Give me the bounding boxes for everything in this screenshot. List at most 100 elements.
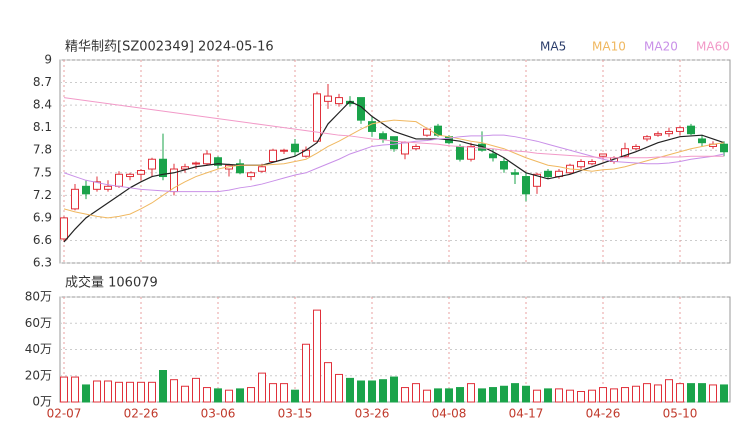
candle-body (71, 188, 79, 210)
candle-body (577, 161, 585, 168)
volume-bar (137, 381, 145, 403)
candle-body (269, 149, 277, 163)
candle-body (588, 161, 596, 165)
volume-bar (489, 387, 497, 403)
volume-bar (632, 385, 640, 403)
candle-body (665, 130, 673, 135)
candle-body (698, 138, 706, 144)
volume-bar (71, 376, 79, 403)
volume-bar (467, 383, 475, 403)
y-tick-label: 6.9 (33, 210, 52, 224)
candle-body (500, 161, 508, 170)
legend-label: MA5 (540, 40, 566, 54)
volume-bar (302, 343, 310, 403)
ma-line (63, 97, 724, 159)
volume-bar (665, 379, 673, 403)
ma-line (63, 119, 725, 219)
volume-bar (687, 383, 695, 403)
candle-body (313, 93, 321, 142)
candle-body (533, 173, 541, 187)
candle-body (247, 172, 255, 178)
x-tick-label: 02-26 (124, 407, 159, 421)
candle-body (126, 173, 134, 178)
volume-bar (401, 387, 409, 403)
candle-body (544, 170, 552, 178)
y-tick-label: 8.7 (33, 75, 52, 89)
x-tick-label: 04-17 (509, 407, 544, 421)
x-tick-label: 03-26 (355, 407, 390, 421)
volume-bar (214, 388, 222, 403)
volume-bar (269, 383, 277, 403)
candle-body (511, 172, 519, 175)
volume-bar (181, 385, 189, 403)
candle-body (489, 153, 497, 159)
volume-bar (203, 387, 211, 403)
y-tick-label: 60万 (25, 316, 52, 330)
volume-bar (335, 373, 343, 403)
volume-bar (115, 381, 123, 403)
candle-body (621, 148, 629, 157)
y-tick-label: 7.2 (33, 188, 52, 202)
candle-body (379, 133, 387, 140)
y-tick-label: 7.8 (33, 143, 52, 157)
volume-bar (390, 376, 398, 403)
ma-line (63, 134, 725, 193)
volume-bar (379, 379, 387, 403)
volume-bar (445, 388, 453, 403)
volume-bar (709, 384, 717, 403)
candle-body (203, 153, 211, 165)
volume-bar (324, 362, 332, 403)
candle-body (115, 173, 123, 187)
candle-body (478, 143, 486, 151)
volume-bar (280, 383, 288, 403)
candle-body (522, 176, 530, 195)
y-tick-label: 20万 (25, 368, 52, 382)
volume-bar (170, 379, 178, 403)
volume-bar (346, 377, 354, 403)
x-tick-label: 03-15 (278, 407, 313, 421)
x-tick-label: 03-06 (201, 407, 236, 421)
candle-body (357, 97, 365, 121)
volume-bar (654, 384, 662, 403)
y-tick-label: 80万 (25, 290, 52, 304)
volume-bar (258, 372, 266, 403)
candle-body (676, 127, 684, 132)
volume-bar (500, 385, 508, 403)
y-tick-label: 6.3 (33, 256, 52, 270)
volume-bar (104, 380, 112, 403)
volume-bar (313, 309, 321, 403)
volume-bar (368, 380, 376, 403)
volume-bar (82, 384, 90, 403)
x-tick-label: 05-10 (663, 407, 698, 421)
volume-bar (93, 380, 101, 403)
chart-title: 精华制药[SZ002349] 2024-05-16 (65, 40, 274, 55)
candle-body (104, 185, 112, 190)
candle-body (192, 162, 200, 165)
x-tick-label: 04-26 (586, 407, 621, 421)
volume-bar (588, 389, 596, 403)
legend-label: MA10 (592, 40, 626, 54)
candle-body (159, 158, 167, 178)
volume-bar (511, 383, 519, 403)
candle-body (214, 157, 222, 166)
volume-bar (610, 388, 618, 403)
volume-bar (533, 389, 541, 403)
volume-bar (148, 381, 156, 403)
volume-bar (357, 380, 365, 403)
volume-bar (478, 388, 486, 403)
volume-bar (247, 387, 255, 403)
volume-bar (676, 383, 684, 403)
candle-body (82, 185, 90, 195)
candle-body (368, 121, 376, 132)
volume-bar (291, 389, 299, 403)
volume-bar (412, 383, 420, 403)
volume-bar (621, 387, 629, 403)
y-tick-label: 6.6 (33, 233, 52, 247)
candle-body (236, 163, 244, 174)
volume-bar (522, 385, 530, 403)
volume-bar (225, 389, 233, 403)
candle-body (467, 145, 475, 160)
candle-body (93, 181, 101, 190)
